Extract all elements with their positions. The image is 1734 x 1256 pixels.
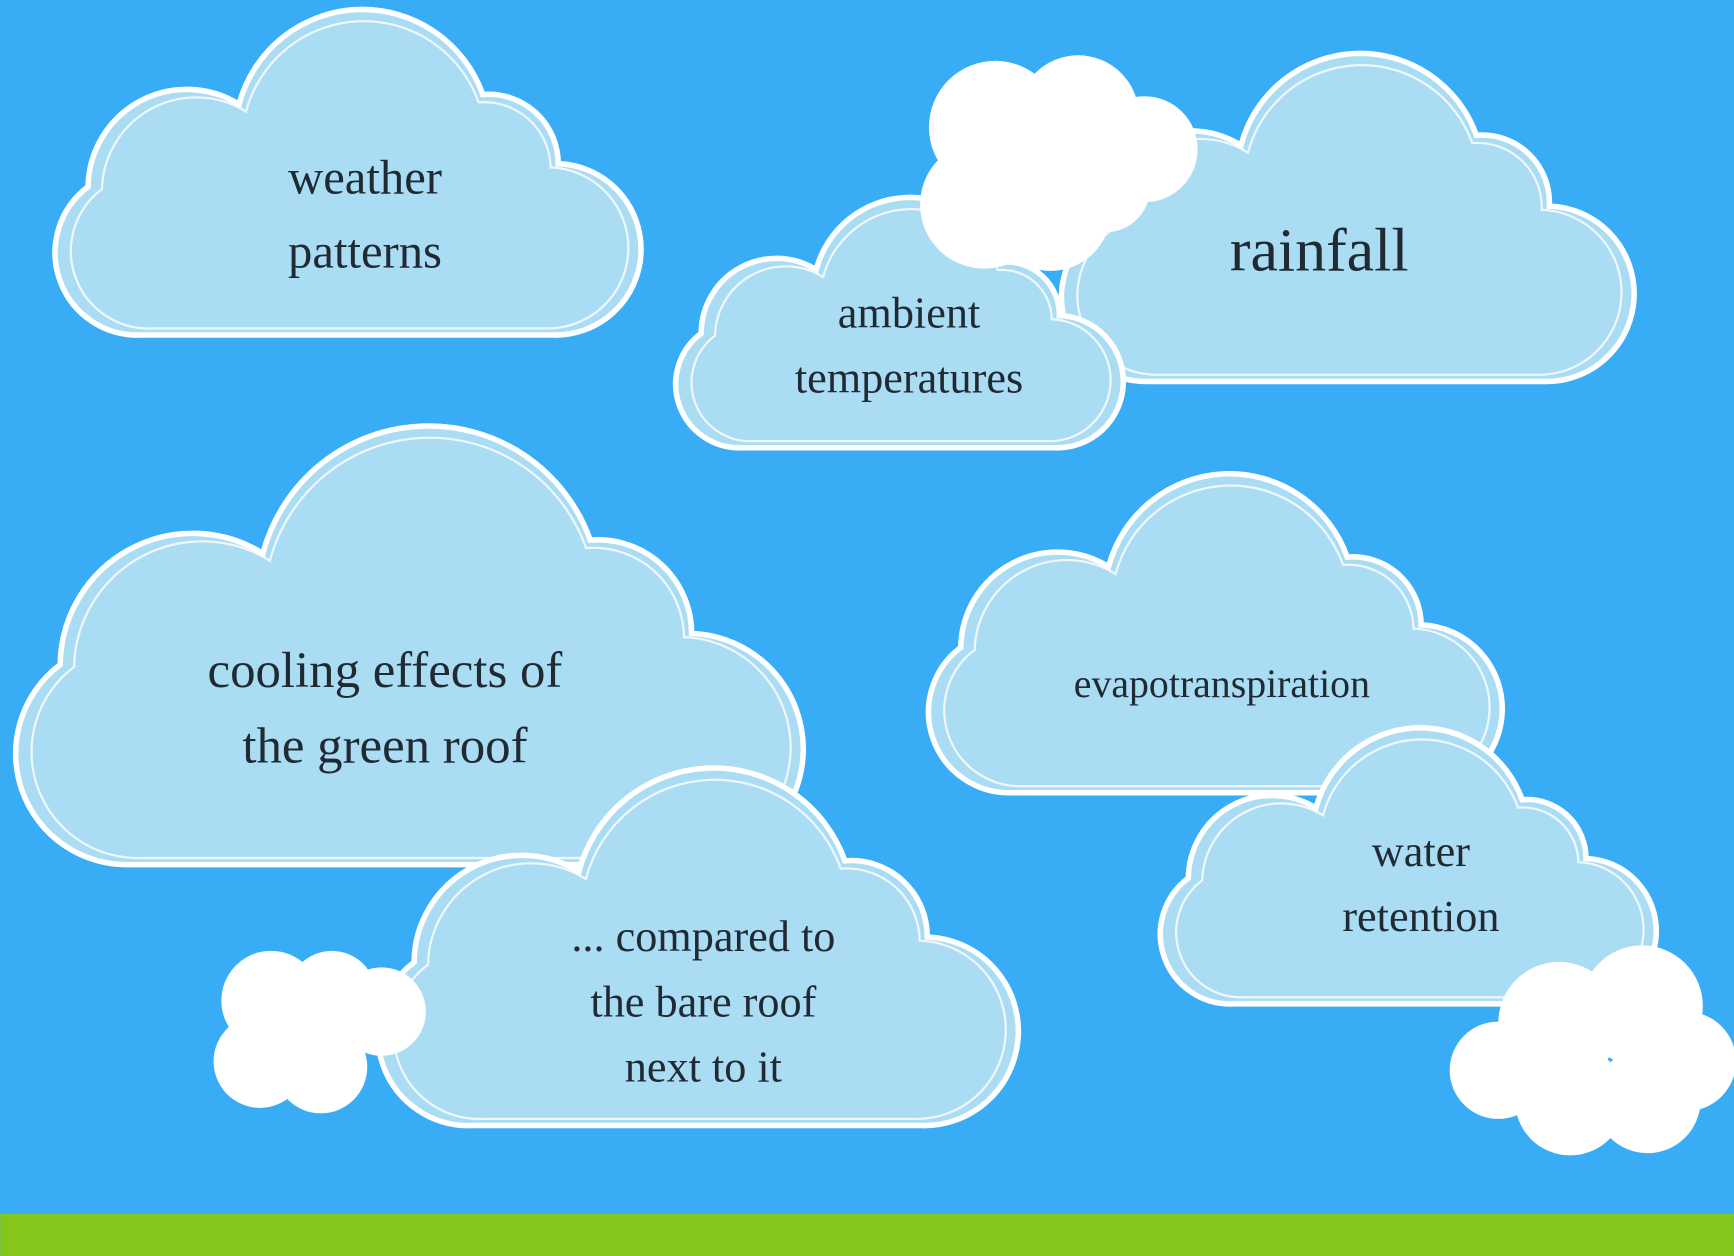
cloud-label: the bare roof	[590, 977, 816, 1026]
cloud-label: rainfall	[1230, 217, 1409, 285]
grass-strip	[0, 1214, 1734, 1256]
cloud-label: cooling effects of	[208, 642, 563, 698]
cloud-label: next to it	[625, 1042, 783, 1091]
cloud-label: temperatures	[795, 354, 1023, 403]
cloud-label: retention	[1342, 892, 1499, 941]
cloud-label: ... compared to	[571, 912, 835, 961]
cloud-label: the green roof	[242, 717, 527, 773]
cloud-label: weather	[288, 151, 442, 205]
cloud-label: evapotranspiration	[1074, 662, 1370, 706]
page: weather patterns rainfall ambient temperatur…	[0, 0, 1734, 1256]
scene: weather patterns rainfall ambient temperatur…	[0, 0, 1734, 1256]
cloud-label: patterns	[288, 225, 442, 279]
cloud-label: water	[1372, 827, 1470, 876]
cloud-label: ambient	[838, 288, 981, 337]
